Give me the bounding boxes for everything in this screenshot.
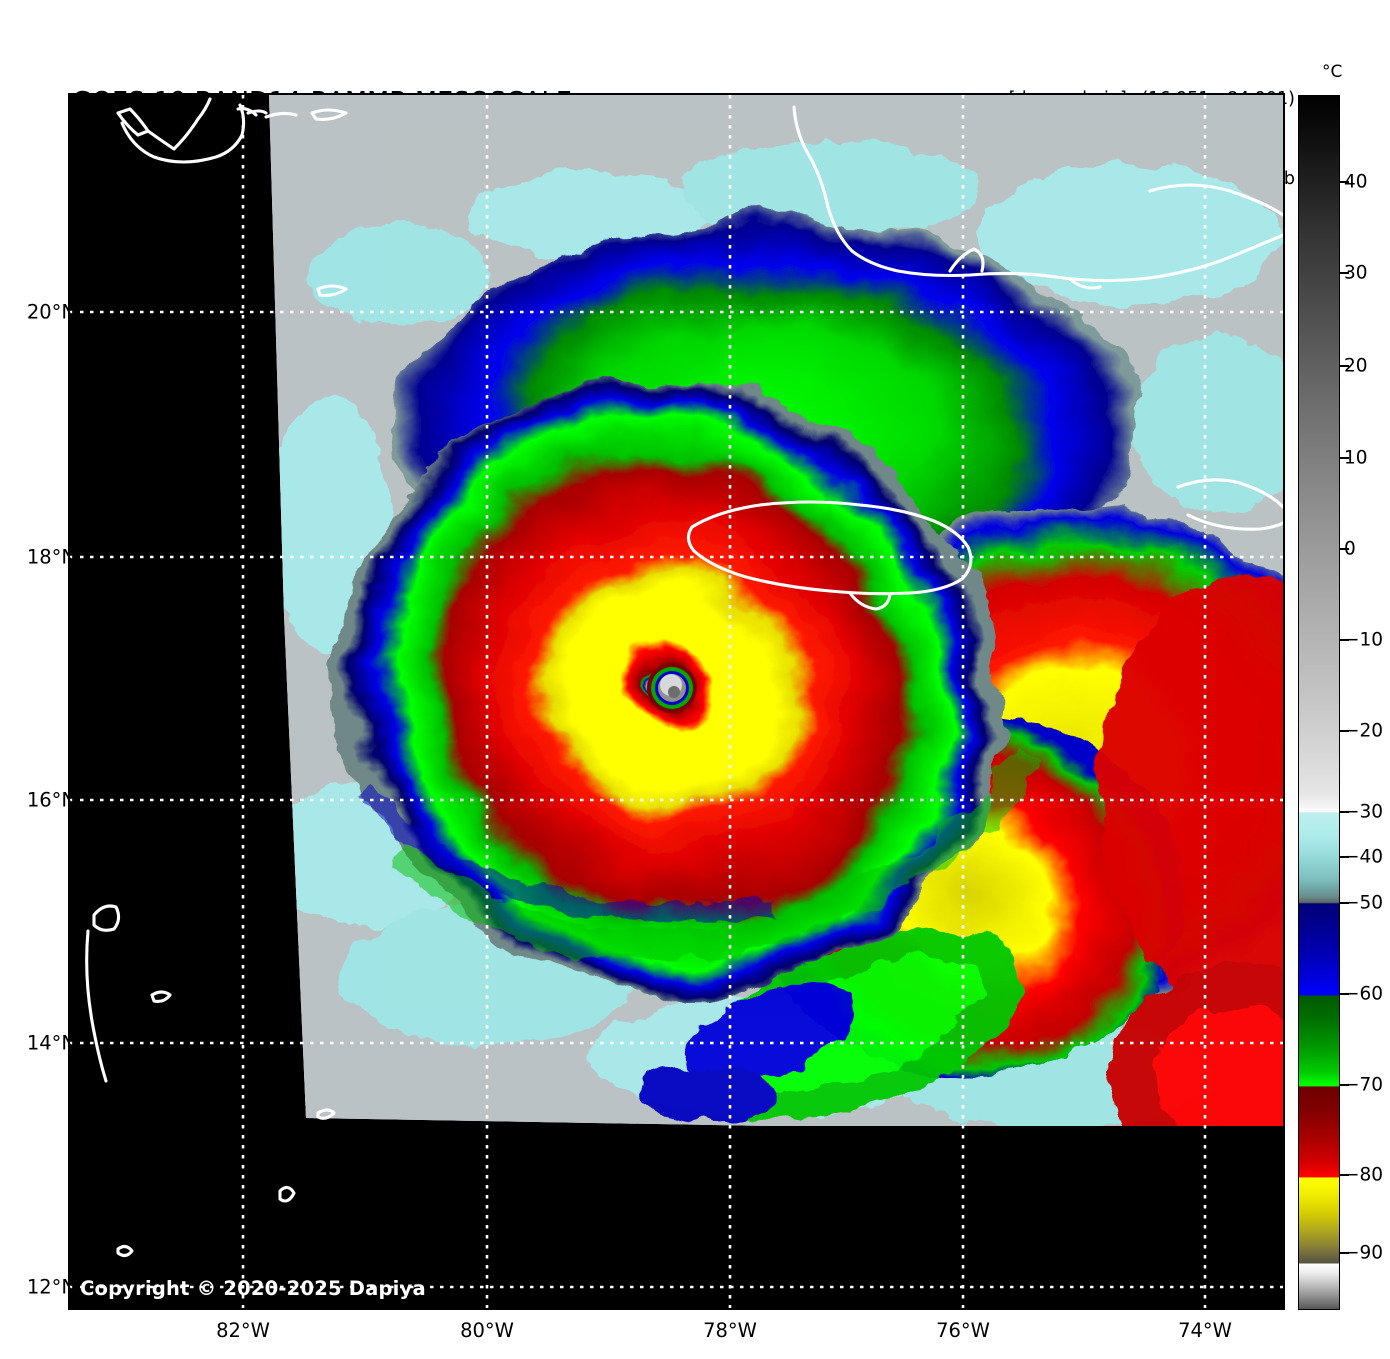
colorbar-tick-mark <box>1340 993 1349 995</box>
colorbar-label-40: 40 <box>1344 171 1368 193</box>
jamaica-south-bay <box>848 591 892 611</box>
colorbar-tick-mark <box>1340 639 1349 641</box>
colorbar-tick-mark <box>1340 811 1349 813</box>
cuba-south-coast <box>792 105 1283 283</box>
xtick-label-78W: 78°W <box>703 1319 757 1342</box>
colorbar-tick-mark <box>1340 730 1349 732</box>
islet-a <box>246 109 268 115</box>
cuba-inlet-2 <box>1068 277 1102 290</box>
colorbar-unit-label: °C <box>1322 62 1343 82</box>
cuba-bay-inlet <box>948 247 985 273</box>
xtick-label-80W: 80°W <box>460 1319 514 1342</box>
islet-south-1 <box>92 904 121 932</box>
xtick-label-82W: 82°W <box>216 1319 270 1342</box>
hispaniola-west-coast <box>1176 478 1283 509</box>
little-cayman-outline <box>146 97 212 151</box>
islet-south-2 <box>150 990 172 1003</box>
islet-south-4 <box>278 1185 296 1203</box>
colorbar-label-m60: −60 <box>1344 983 1384 1005</box>
colorbar-tick-mark <box>1340 272 1349 274</box>
islet-b <box>310 108 348 121</box>
colorbar <box>1298 95 1340 1310</box>
satellite-imagery <box>70 95 1283 1308</box>
spiral-bands <box>363 747 1043 960</box>
colorbar-label-30: 30 <box>1344 262 1368 284</box>
hurricane-eye <box>647 663 697 713</box>
colorbar-tick-mark <box>1340 457 1349 459</box>
xtick-label-74W: 74°W <box>1178 1319 1232 1342</box>
jamaica-outline <box>686 500 973 596</box>
copyright-notice: Copyright © 2020-2025 Dapiya <box>80 1277 426 1300</box>
ytick-label-16N: 16°N <box>26 788 76 812</box>
islet-c <box>264 111 298 119</box>
colorbar-tick-mark <box>1340 548 1349 550</box>
cuba-north-shore <box>1148 183 1283 217</box>
colorbar-label-m10: −10 <box>1344 629 1384 651</box>
colorbar-tick-mark <box>1340 1084 1349 1086</box>
hispaniola-south-coast <box>1186 513 1283 531</box>
colorbar-tick-mark <box>1340 1174 1349 1176</box>
colorbar-label-0: 0 <box>1344 538 1356 560</box>
colorbar-tick-mark <box>1340 181 1349 183</box>
far-east-convection <box>1100 575 1283 1126</box>
coast-west-edge <box>85 929 108 1083</box>
colorbar-label-m70: −70 <box>1344 1074 1384 1096</box>
colorbar-tick-mark <box>1340 365 1349 367</box>
xtick-label-76W: 76°W <box>936 1319 990 1342</box>
graticule <box>70 95 1283 1308</box>
islet-d <box>316 284 348 297</box>
coastlines <box>85 97 1283 1258</box>
cayman-tip <box>236 107 258 117</box>
satellite-swath <box>269 95 1283 1126</box>
satellite-image-plot <box>70 95 1283 1308</box>
ytick-label-20N: 20°N <box>26 300 76 324</box>
islet-south-5 <box>116 1244 134 1258</box>
colorbar-label-m20: −20 <box>1344 720 1384 742</box>
islet-south-3 <box>316 1108 336 1120</box>
colorbar-label-m40: −40 <box>1344 846 1384 868</box>
colorbar-tick-mark <box>1340 856 1349 858</box>
colorbar-label-m90: −90 <box>1344 1242 1384 1264</box>
colorbar-tick-mark <box>1340 1252 1349 1254</box>
colorbar-tick-mark <box>1340 902 1349 904</box>
colorbar-label-10: 10 <box>1344 447 1368 469</box>
ytick-label-12N: 12°N <box>26 1275 76 1299</box>
colorbar-label-m80: −80 <box>1344 1164 1384 1186</box>
colorbar-label-20: 20 <box>1344 355 1368 377</box>
colorbar-label-m30: −30 <box>1344 801 1384 823</box>
ytick-label-18N: 18°N <box>26 545 76 569</box>
colorbar-gradient <box>1299 96 1339 1309</box>
colorbar-label-m50: −50 <box>1344 892 1384 914</box>
ytick-label-14N: 14°N <box>26 1031 76 1055</box>
